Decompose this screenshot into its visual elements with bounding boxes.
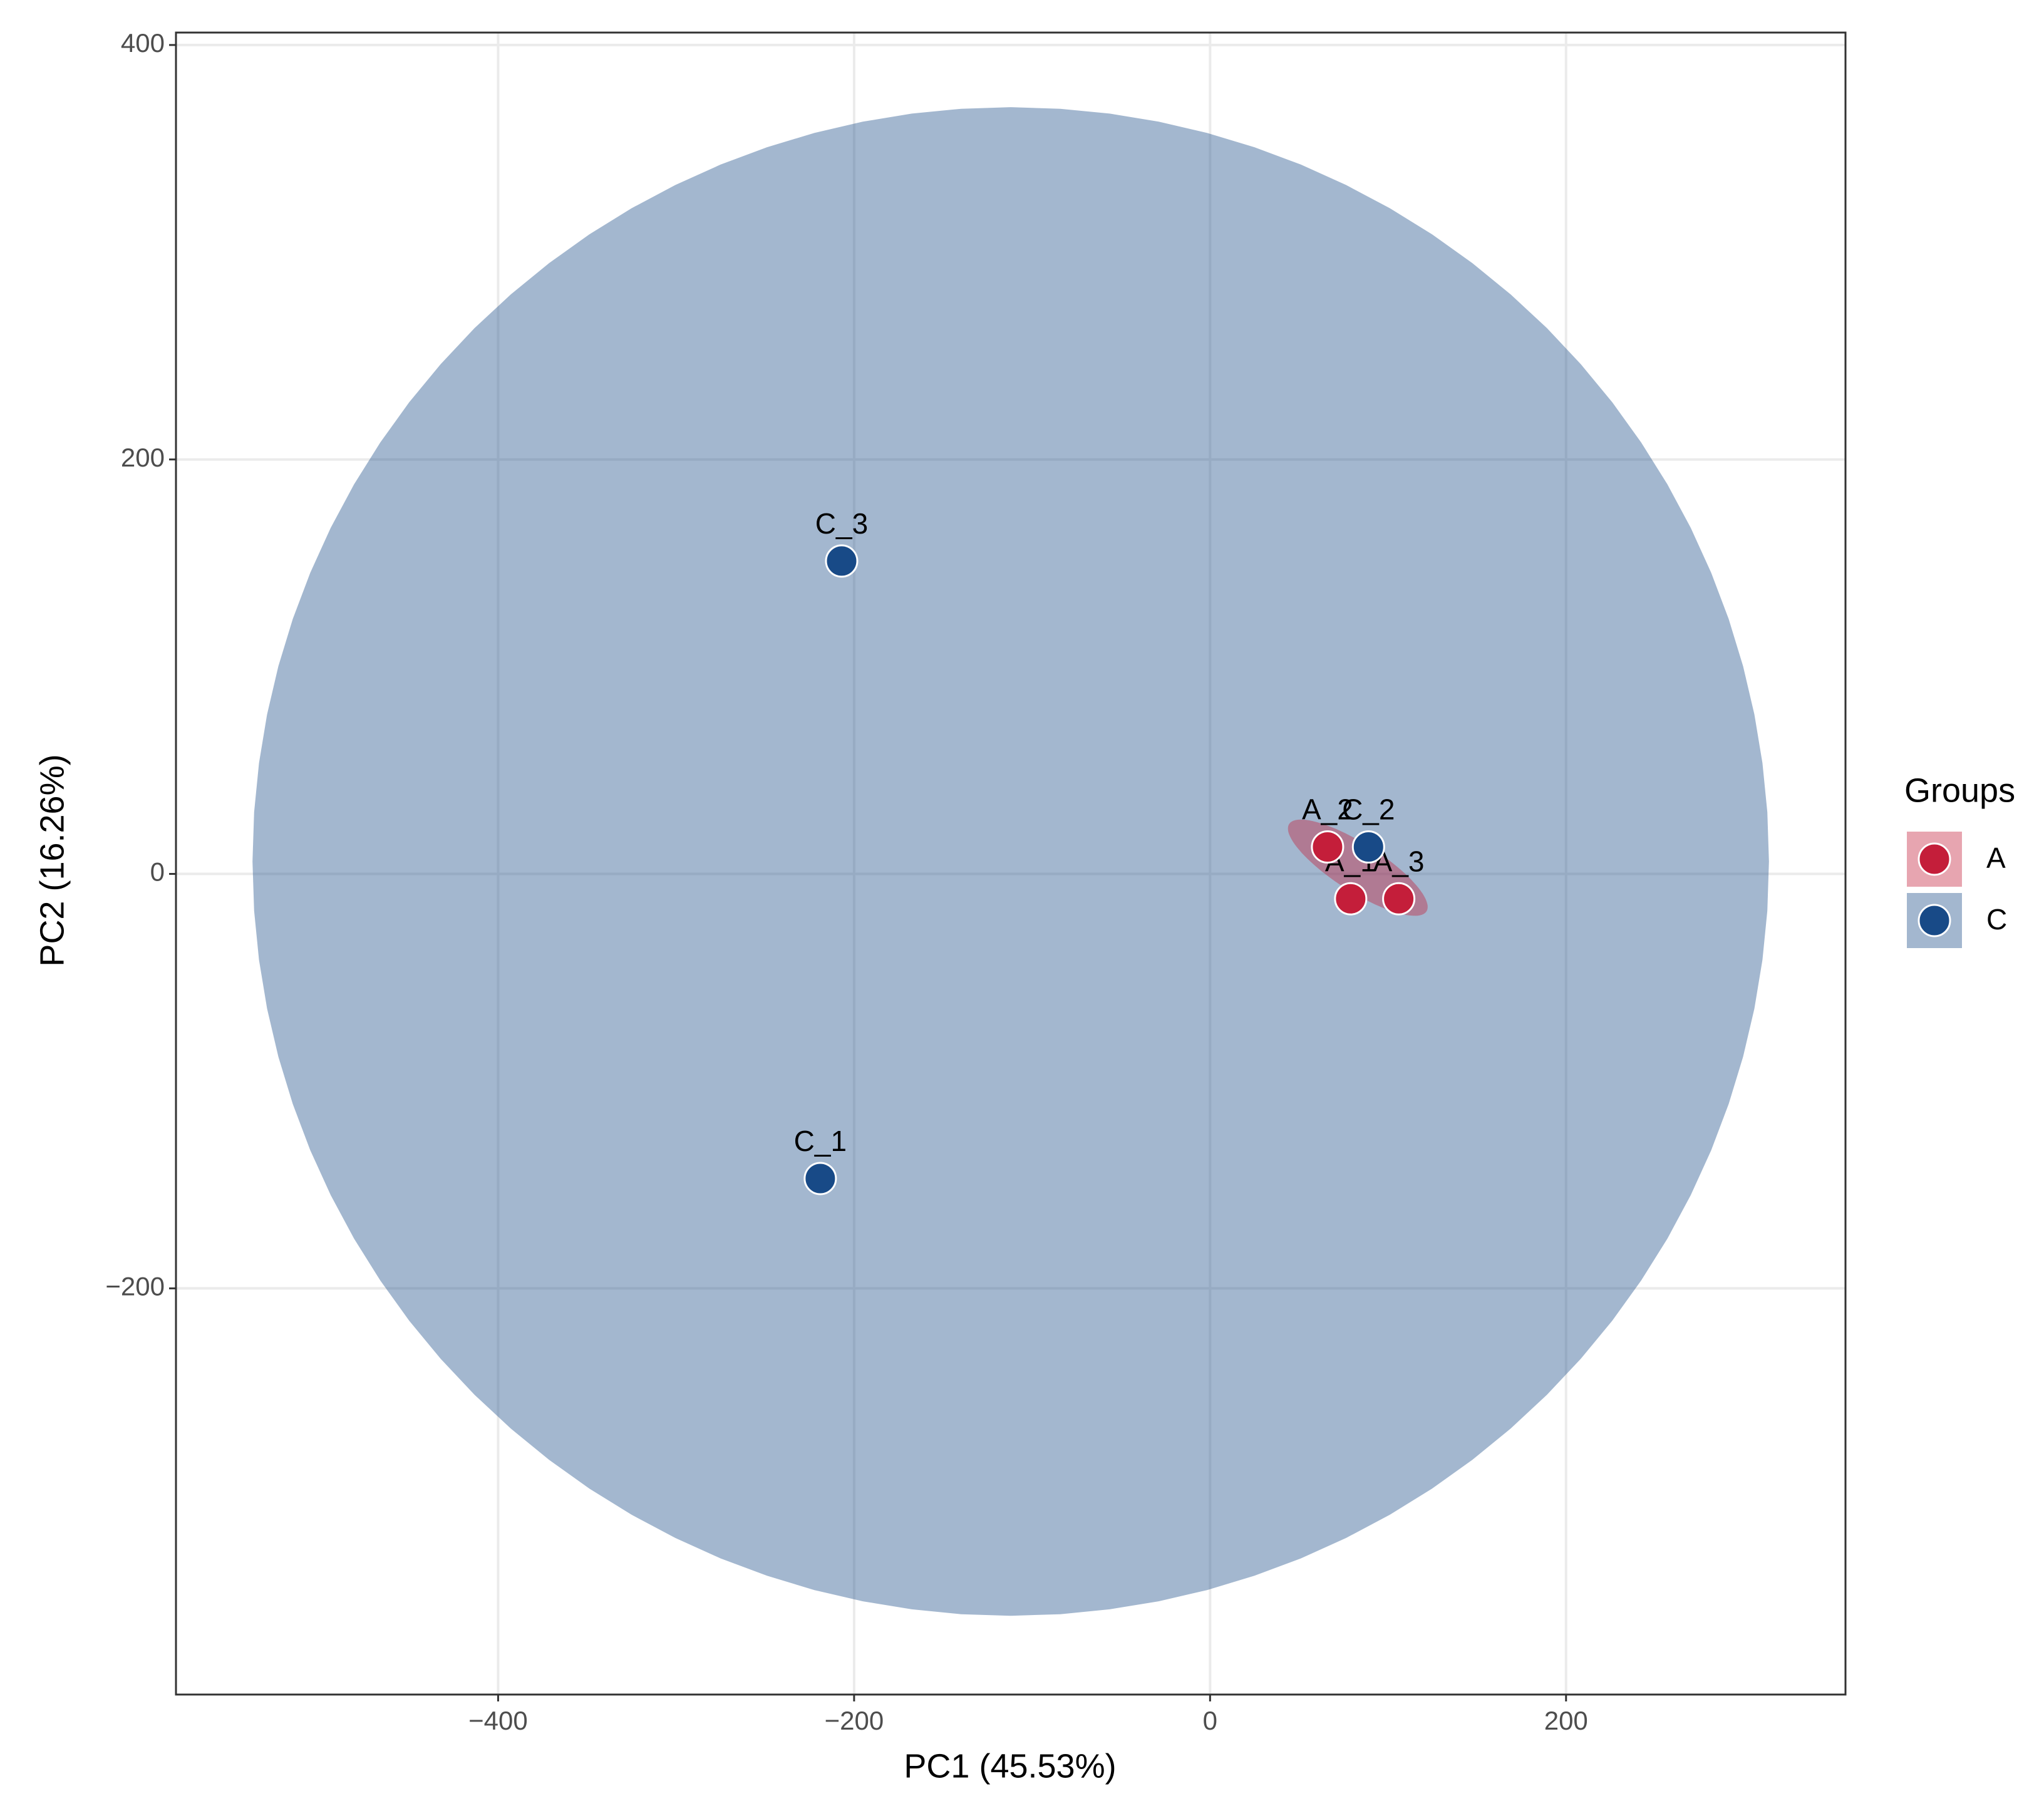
y-tick-label: 0 bbox=[150, 857, 165, 887]
legend-label: C bbox=[1986, 903, 2007, 936]
point-label: C_1 bbox=[794, 1125, 847, 1157]
panel-border bbox=[175, 31, 1847, 1696]
plot-marks: A_1A_2A_3C_1C_2C_3 bbox=[252, 107, 1769, 1616]
point bbox=[1351, 830, 1385, 864]
x-tick-label: 0 bbox=[1203, 1706, 1217, 1735]
x-tick-label: −200 bbox=[825, 1706, 884, 1735]
y-tick-label: 200 bbox=[121, 443, 165, 472]
point bbox=[825, 544, 859, 578]
grid bbox=[176, 33, 1845, 1695]
x-axis-title: PC1 (45.53%) bbox=[904, 1747, 1116, 1785]
point bbox=[1382, 882, 1416, 916]
legend-marker bbox=[1918, 842, 1951, 876]
point-label: A_2 bbox=[1302, 793, 1353, 826]
point bbox=[1311, 830, 1345, 864]
x-tick-label: −400 bbox=[468, 1706, 528, 1735]
x-tick-label: 200 bbox=[1544, 1706, 1588, 1735]
point bbox=[1334, 882, 1368, 916]
point bbox=[803, 1162, 837, 1195]
legend-label: A bbox=[1986, 842, 2006, 874]
y-axis-title: PC2 (16.26%) bbox=[33, 754, 71, 966]
legend-marker bbox=[1918, 904, 1951, 937]
y-tick-label: 400 bbox=[121, 28, 165, 58]
confidence-ellipse bbox=[252, 107, 1769, 1616]
point-label: C_3 bbox=[815, 507, 868, 540]
axes: −400 −200 0 200 −200 0 200 400 bbox=[105, 28, 1847, 1735]
y-tick-label: −200 bbox=[105, 1271, 165, 1301]
point-label: C_2 bbox=[1342, 793, 1395, 826]
legend-title: Groups bbox=[1904, 771, 2015, 809]
